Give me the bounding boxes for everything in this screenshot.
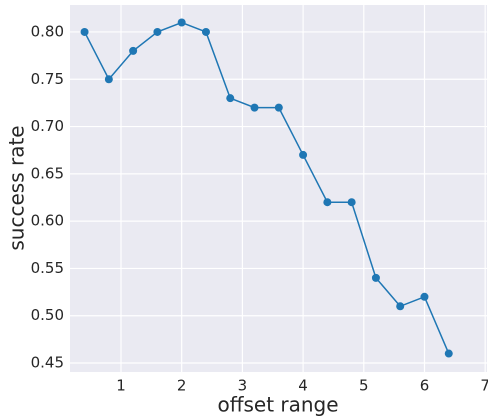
- data-point: [80, 27, 89, 36]
- x-tick-label: 2: [177, 377, 187, 395]
- x-axis-label: offset range: [217, 393, 338, 417]
- data-point: [153, 27, 162, 36]
- data-point: [323, 198, 332, 207]
- y-tick-label: 0.75: [31, 70, 64, 88]
- data-point: [226, 94, 235, 103]
- y-tick-label: 0.60: [31, 212, 64, 230]
- data-point: [444, 349, 453, 358]
- data-point: [250, 103, 259, 112]
- data-point: [396, 302, 405, 311]
- data-point: [201, 27, 210, 36]
- x-tick-label: 7: [480, 377, 488, 395]
- x-tick-label: 5: [359, 377, 369, 395]
- x-tick-label: 6: [420, 377, 430, 395]
- y-tick-label: 0.50: [31, 306, 64, 324]
- y-tick-label: 0.55: [31, 259, 64, 277]
- data-point: [104, 75, 113, 84]
- data-point: [274, 103, 283, 112]
- x-tick-label: 4: [298, 377, 308, 395]
- data-point: [347, 198, 356, 207]
- x-tick-label: 1: [116, 377, 126, 395]
- data-point: [299, 150, 308, 159]
- data-point: [420, 292, 429, 301]
- y-tick-label: 0.45: [31, 354, 64, 372]
- data-point: [129, 46, 138, 55]
- series-line: [83, 21, 450, 354]
- y-tick-label: 0.70: [31, 117, 64, 135]
- x-tick-label: 3: [238, 377, 248, 395]
- y-tick-label: 0.65: [31, 164, 64, 182]
- y-tick-label: 0.80: [31, 22, 64, 40]
- y-axis-label: success rate: [5, 125, 29, 250]
- data-point: [177, 18, 186, 27]
- data-point: [371, 273, 380, 282]
- plot-area: [70, 5, 487, 372]
